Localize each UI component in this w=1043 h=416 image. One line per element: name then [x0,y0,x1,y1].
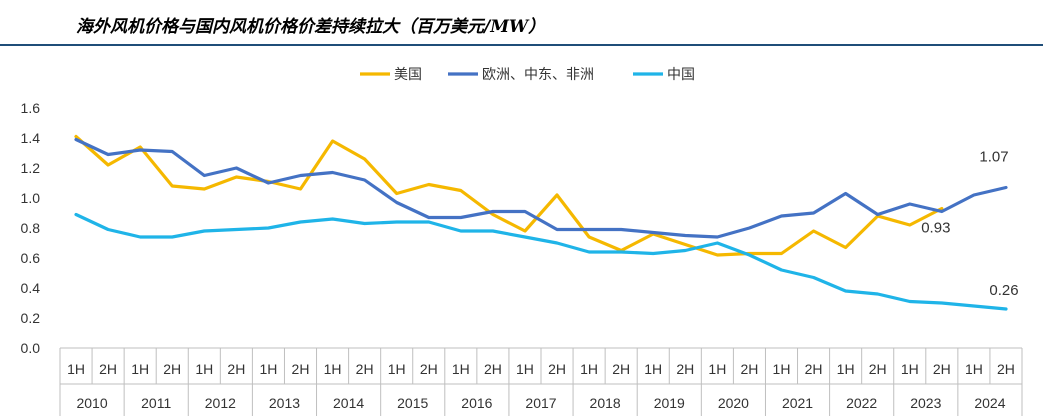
x-tick-label-year: 2024 [974,395,1005,411]
x-tick-label-half: 2H [548,361,566,377]
data-label: 0.93 [921,220,950,237]
data-label: 0.26 [989,282,1018,299]
legend-label: 欧洲、中东、非洲 [482,67,594,83]
x-tick-label-year: 2023 [910,395,941,411]
legend-label: 中国 [667,67,695,83]
x-tick-label-year: 2019 [654,395,685,411]
y-tick-label: 0.2 [21,310,41,326]
y-tick-label: 1.2 [21,160,41,176]
x-tick-label-half: 2H [805,361,823,377]
x-tick-label-half: 2H [612,361,630,377]
x-tick-label-half: 2H [869,361,887,377]
x-tick-label-year: 2021 [782,395,813,411]
x-tick-label-half: 2H [163,361,181,377]
x-tick-label-year: 2020 [718,395,749,411]
series-line-1 [74,137,1008,239]
series-line-2 [74,212,1008,311]
x-tick-label-year: 2018 [590,395,621,411]
series-line-0 [74,134,944,257]
x-tick-label-year: 2022 [846,395,877,411]
title-rule [0,44,1043,46]
x-tick-label-half: 1H [644,361,662,377]
x-tick-label-year: 2012 [205,395,236,411]
x-tick-label-half: 2H [227,361,245,377]
x-tick-label-half: 2H [292,361,310,377]
x-tick-label-half: 1H [837,361,855,377]
x-tick-label-half: 1H [131,361,149,377]
y-tick-label: 1.4 [21,130,41,146]
x-tick-label-year: 2010 [76,395,107,411]
y-tick-label: 1.0 [21,190,41,206]
x-tick-label-half: 2H [99,361,117,377]
y-tick-label: 0.4 [21,280,41,296]
x-tick-label-half: 1H [708,361,726,377]
x-tick-label-half: 1H [259,361,277,377]
x-tick-label-half: 2H [933,361,951,377]
x-tick-label-half: 1H [773,361,791,377]
x-tick-label-year: 2013 [269,395,300,411]
x-tick-label-half: 2H [356,361,374,377]
x-tick-label-year: 2014 [333,395,364,411]
y-tick-label: 0.6 [21,250,41,266]
data-label: 1.07 [979,149,1008,166]
x-tick-label-half: 2H [484,361,502,377]
x-tick-label-half: 1H [965,361,983,377]
x-tick-label-half: 1H [67,361,85,377]
x-tick-label-year: 2011 [141,395,171,411]
page-title: 海外风机价格与国内风机价格价差持续拉大（百万美元/MW） [76,17,546,37]
x-tick-label-half: 1H [516,361,534,377]
x-tick-label-half: 1H [580,361,598,377]
x-tick-label-year: 2016 [461,395,492,411]
x-tick-label-half: 2H [420,361,438,377]
y-tick-label: 0.0 [21,340,41,356]
y-tick-label: 1.6 [21,100,41,116]
x-tick-label-half: 1H [452,361,470,377]
x-tick-label-half: 2H [997,361,1015,377]
x-tick-label-year: 2017 [525,395,556,411]
x-tick-label-half: 1H [388,361,406,377]
x-tick-label-half: 1H [324,361,342,377]
x-tick-label-half: 2H [676,361,694,377]
x-tick-label-year: 2015 [397,395,428,411]
x-tick-label-half: 2H [740,361,758,377]
x-tick-label-half: 1H [195,361,213,377]
legend-label: 美国 [394,67,422,83]
y-tick-label: 0.8 [21,220,41,236]
x-tick-label-half: 1H [901,361,919,377]
